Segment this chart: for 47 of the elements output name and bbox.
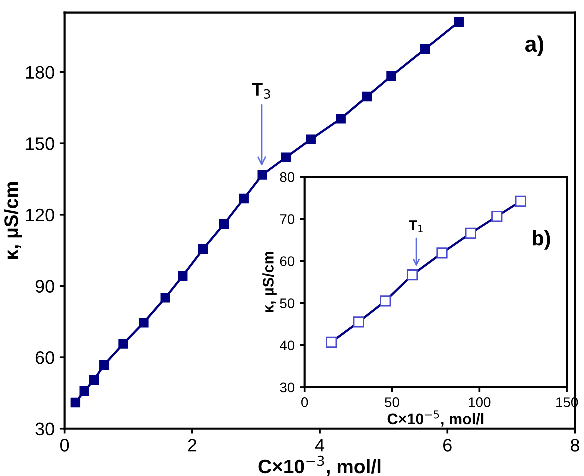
y-tick-label: 30 xyxy=(280,382,295,393)
point xyxy=(454,17,464,27)
x-tick-label: 50 xyxy=(385,398,400,408)
y-tick-label: 30 xyxy=(36,422,54,436)
point xyxy=(198,244,208,254)
x-tick-label: 6 xyxy=(444,439,452,452)
point xyxy=(100,360,110,370)
y-axis-title: κ, µS/cm xyxy=(4,182,22,260)
point xyxy=(70,398,81,408)
point xyxy=(89,375,100,386)
point xyxy=(160,293,170,303)
point xyxy=(239,194,249,204)
annotation: a) xyxy=(526,36,544,56)
x-tick-label: 2 xyxy=(188,439,197,452)
y-tick-label: 120 xyxy=(26,208,54,222)
x-axis-title: C×10$^{−3}$, mol/l xyxy=(258,456,381,476)
point xyxy=(362,92,372,102)
y-tick-label: 80 xyxy=(280,172,295,182)
annotation: T$_{1}$ xyxy=(409,220,423,232)
point xyxy=(118,339,128,349)
y-tick-label: 180 xyxy=(26,66,54,80)
y-axis-title: κ, µS/cm xyxy=(262,252,277,312)
y-tick-label: 70 xyxy=(280,214,295,224)
point xyxy=(336,114,346,124)
x-tick-label: 4 xyxy=(315,439,325,452)
point xyxy=(420,44,430,54)
x-tick-label: 0 xyxy=(60,439,70,452)
point xyxy=(386,71,396,82)
point xyxy=(258,170,268,180)
y-tick-label: 150 xyxy=(26,138,54,150)
point xyxy=(80,386,90,396)
point xyxy=(281,152,292,162)
point xyxy=(219,219,230,230)
y-tick-label: 90 xyxy=(36,280,54,293)
point xyxy=(178,271,188,282)
y-tick-label: 40 xyxy=(280,340,295,351)
y-tick-label: 60 xyxy=(280,256,295,266)
annotation: T$_{3}$ xyxy=(252,83,270,99)
y-tick-label: 50 xyxy=(280,298,295,308)
y-tick-label: 60 xyxy=(36,351,54,364)
x-tick-label: 0 xyxy=(302,398,308,408)
point xyxy=(139,318,149,328)
x-axis-title: C×10$^{−5}$, mol/l xyxy=(388,410,484,427)
x-tick-label: 8 xyxy=(571,439,580,452)
point xyxy=(306,134,316,144)
x-tick-label: 100 xyxy=(469,398,491,408)
annotation: b) xyxy=(533,230,550,250)
